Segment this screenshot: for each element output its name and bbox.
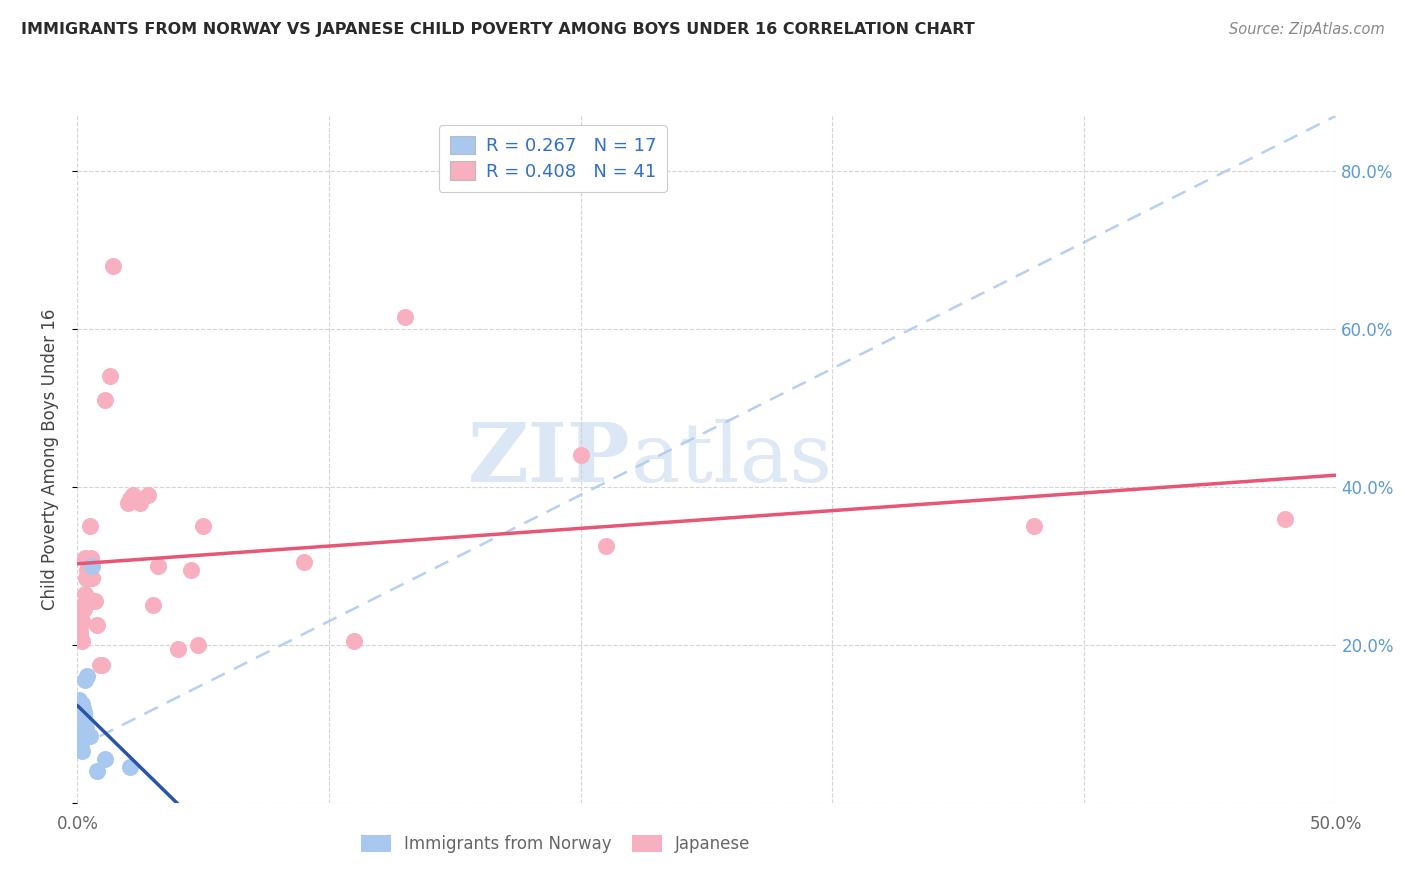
Point xyxy=(1022,519,1045,533)
Point xyxy=(142,599,165,613)
Point xyxy=(98,369,121,384)
Point xyxy=(80,551,103,566)
Point xyxy=(75,571,97,585)
Point xyxy=(120,760,142,774)
Point xyxy=(76,669,98,683)
Point xyxy=(73,551,96,566)
Point xyxy=(79,729,101,743)
Point xyxy=(76,563,98,577)
Point xyxy=(86,618,108,632)
Point xyxy=(187,638,209,652)
Point xyxy=(1274,511,1296,525)
Point xyxy=(70,618,93,632)
Point xyxy=(86,764,108,779)
Point xyxy=(69,729,91,743)
Text: ZIP: ZIP xyxy=(468,419,631,500)
Point xyxy=(595,539,617,553)
Point xyxy=(72,602,94,616)
Point xyxy=(101,259,124,273)
Point xyxy=(69,630,91,644)
Point xyxy=(70,634,93,648)
Point xyxy=(117,496,139,510)
Point xyxy=(72,705,94,719)
Point xyxy=(121,488,143,502)
Point xyxy=(146,558,169,573)
Y-axis label: Child Poverty Among Boys Under 16: Child Poverty Among Boys Under 16 xyxy=(41,309,59,610)
Point xyxy=(75,721,97,735)
Point xyxy=(72,697,94,711)
Point xyxy=(70,737,93,751)
Point xyxy=(73,673,96,688)
Point xyxy=(82,571,104,585)
Point xyxy=(94,752,117,766)
Point xyxy=(136,488,159,502)
Point xyxy=(69,626,91,640)
Point xyxy=(72,599,94,613)
Point xyxy=(84,594,107,608)
Point xyxy=(67,607,90,621)
Point xyxy=(73,709,96,723)
Point xyxy=(94,393,117,408)
Point xyxy=(394,310,416,325)
Point xyxy=(343,634,366,648)
Point xyxy=(91,657,114,672)
Point xyxy=(167,641,190,656)
Point xyxy=(180,563,202,577)
Point xyxy=(72,614,94,628)
Text: IMMIGRANTS FROM NORWAY VS JAPANESE CHILD POVERTY AMONG BOYS UNDER 16 CORRELATION: IMMIGRANTS FROM NORWAY VS JAPANESE CHILD… xyxy=(21,22,974,37)
Legend: Immigrants from Norway, Japanese: Immigrants from Norway, Japanese xyxy=(354,828,756,860)
Point xyxy=(129,496,152,510)
Point xyxy=(69,721,91,735)
Point xyxy=(72,701,94,715)
Point xyxy=(82,558,104,573)
Point xyxy=(191,519,215,533)
Point xyxy=(569,449,592,463)
Point xyxy=(120,491,142,506)
Point xyxy=(70,744,93,758)
Text: Source: ZipAtlas.com: Source: ZipAtlas.com xyxy=(1229,22,1385,37)
Point xyxy=(79,519,101,533)
Text: atlas: atlas xyxy=(631,419,834,500)
Point xyxy=(75,586,97,600)
Point xyxy=(292,555,315,569)
Point xyxy=(77,571,100,585)
Point xyxy=(67,693,90,707)
Point xyxy=(89,657,111,672)
